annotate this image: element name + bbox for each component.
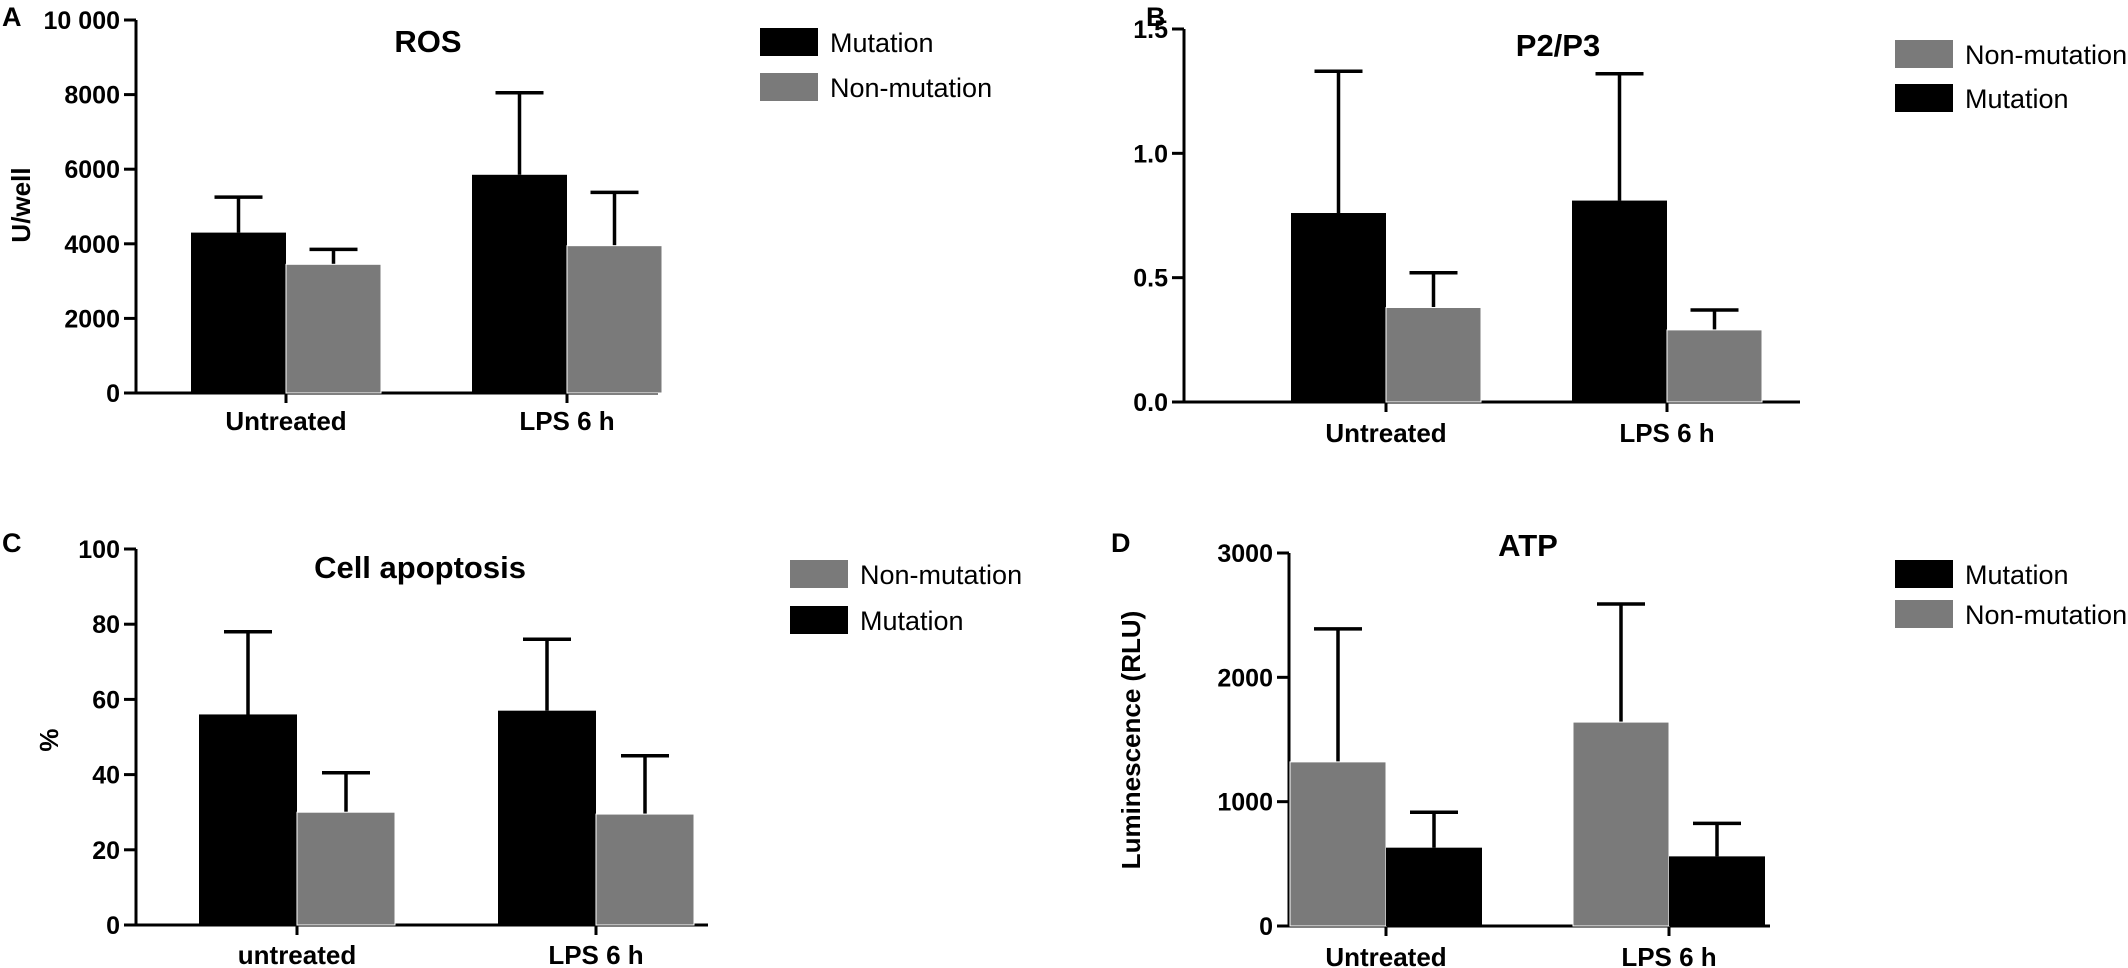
- panel-letter: A: [2, 2, 22, 32]
- legend-label: Mutation: [860, 606, 964, 636]
- legend-label: Non-mutation: [830, 73, 992, 103]
- bar-non-mutation: [595, 813, 695, 926]
- x-category-label: Untreated: [1325, 418, 1446, 448]
- legend-label: Non-mutation: [1965, 40, 2127, 70]
- y-tick-label: 0.5: [1133, 265, 1168, 293]
- bar-mutation: [472, 174, 567, 393]
- y-tick-label: 6000: [64, 156, 120, 184]
- panel-title: ROS: [394, 24, 461, 59]
- legend-swatch: [1895, 560, 1953, 588]
- y-tick-label: 40: [92, 762, 120, 790]
- x-category-label: LPS 6 h: [1619, 418, 1714, 448]
- legend-swatch: [1895, 40, 1953, 68]
- y-tick-label: 10 000: [44, 7, 120, 35]
- legend-label: Mutation: [1965, 84, 2069, 114]
- panel-d: D 0 1000 2000 3000 Untreated LPS 6 h ATP Lumine…: [1111, 528, 2127, 968]
- y-tick-label: 1.5: [1133, 16, 1168, 44]
- y-tick-label: 0: [1259, 913, 1273, 941]
- legend-label: Mutation: [830, 28, 934, 58]
- y-tick-label: 0: [106, 380, 120, 408]
- bar-mutation: [1669, 856, 1765, 926]
- y-tick-label: 0.0: [1133, 389, 1168, 417]
- y-tick-label: 20: [92, 837, 120, 865]
- panel-letter: D: [1111, 528, 1131, 558]
- panel-letter: B: [1146, 2, 1166, 32]
- panel-a: A 0 2000 4000 6000 8000 10 000 Untreated LPS 6 …: [2, 2, 992, 436]
- y-tick-label: 2000: [1217, 664, 1273, 692]
- x-category-label: Untreated: [225, 406, 346, 436]
- x-category-label: Untreated: [1325, 942, 1446, 968]
- panel-letter: C: [2, 528, 22, 558]
- bar-mutation: [1291, 213, 1386, 402]
- legend-swatch: [760, 73, 818, 101]
- bar-mutation: [199, 714, 297, 925]
- y-axis-label: U/well: [6, 167, 36, 242]
- legend-label: Mutation: [1965, 560, 2069, 590]
- bar-non-mutation: [1572, 721, 1670, 927]
- bar-non-mutation: [1666, 329, 1763, 403]
- bar-non-mutation: [566, 245, 663, 394]
- panel-b: B 0.0 0.5 1.0 1.5 Untreated LPS 6 h P2/P3 Non-m…: [1133, 2, 2127, 448]
- bar-mutation: [498, 710, 596, 925]
- legend-swatch: [1895, 600, 1953, 628]
- panel-title: Cell apoptosis: [314, 550, 526, 585]
- bar-non-mutation: [1289, 761, 1387, 927]
- panel-title: P2/P3: [1516, 28, 1600, 63]
- y-tick-label: 80: [92, 611, 120, 639]
- bar-mutation: [1572, 200, 1667, 402]
- x-category-label: LPS 6 h: [519, 406, 614, 436]
- x-category-label: LPS 6 h: [548, 940, 643, 968]
- legend-swatch: [760, 28, 818, 56]
- x-category-label: untreated: [238, 940, 356, 968]
- y-axis-label: Luminescence (RLU): [1116, 611, 1146, 870]
- y-tick-label: 1.0: [1133, 140, 1168, 168]
- y-tick-label: 3000: [1217, 540, 1273, 568]
- x-category-label: LPS 6 h: [1621, 942, 1716, 968]
- legend-swatch: [790, 560, 848, 588]
- y-tick-label: 4000: [64, 231, 120, 259]
- panel-c: C 0 20 40 60 80 100 untreated LPS 6 h Cell apopt…: [2, 528, 1022, 968]
- bar-non-mutation: [285, 263, 382, 394]
- bar-mutation: [1386, 847, 1482, 926]
- legend-label: Non-mutation: [1965, 600, 2127, 630]
- y-tick-label: 8000: [64, 82, 120, 110]
- legend-swatch: [1895, 84, 1953, 112]
- legend-label: Non-mutation: [860, 560, 1022, 590]
- panel-title: ATP: [1498, 528, 1558, 563]
- y-tick-label: 1000: [1217, 789, 1273, 817]
- bar-non-mutation: [1385, 307, 1482, 403]
- y-axis-label: %: [34, 728, 64, 751]
- bar-mutation: [191, 232, 286, 393]
- y-tick-label: 0: [106, 912, 120, 940]
- y-tick-label: 2000: [64, 305, 120, 333]
- bar-non-mutation: [296, 811, 396, 926]
- legend-swatch: [790, 606, 848, 634]
- y-tick-label: 60: [92, 686, 120, 714]
- y-tick-label: 100: [78, 536, 120, 564]
